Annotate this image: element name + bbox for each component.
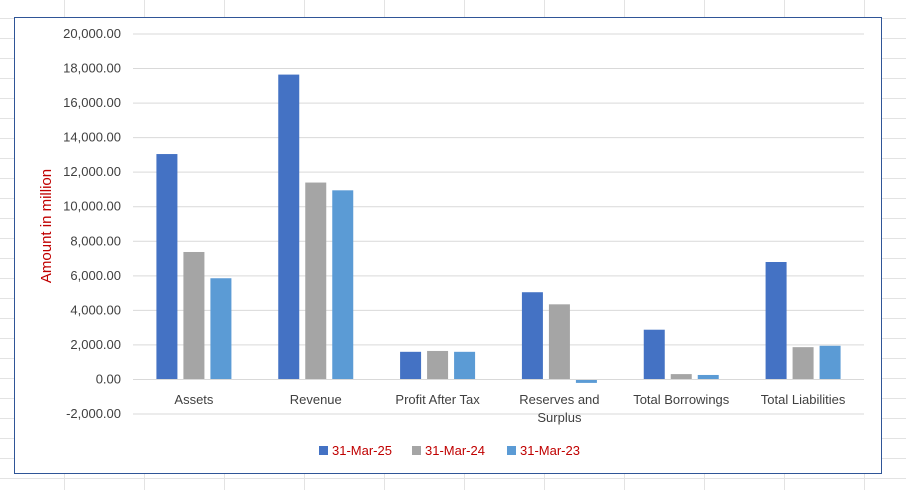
bar[interactable] <box>332 190 354 380</box>
bar[interactable] <box>305 182 327 380</box>
y-tick-label: 6,000.00 <box>70 268 121 283</box>
y-tick-label: 10,000.00 <box>63 199 121 214</box>
y-tick-label: 14,000.00 <box>63 130 121 145</box>
x-category-label: Total Borrowings <box>633 392 730 407</box>
bar[interactable] <box>643 329 665 380</box>
y-tick-label: 12,000.00 <box>63 164 121 179</box>
legend-swatch <box>507 446 516 455</box>
y-tick-label: 20,000.00 <box>63 26 121 41</box>
legend-item[interactable]: 31-Mar-25 <box>319 443 392 458</box>
legend-swatch <box>412 446 421 455</box>
bar[interactable] <box>278 74 300 380</box>
x-category-label-line: Profit After Tax <box>395 392 480 407</box>
legend-label: 31-Mar-25 <box>332 443 392 458</box>
bars <box>156 74 841 383</box>
y-tick-label: 4,000.00 <box>70 302 121 317</box>
x-axis-categories: Assets Revenue Profit After Tax Reserves an… <box>174 392 845 425</box>
bar[interactable] <box>521 292 543 380</box>
bar[interactable] <box>454 351 476 380</box>
legend-swatch <box>319 446 328 455</box>
bar[interactable] <box>575 379 597 383</box>
legend-item[interactable]: 31-Mar-23 <box>507 443 580 458</box>
legend-label: 31-Mar-23 <box>520 443 580 458</box>
bar[interactable] <box>697 374 719 380</box>
y-tick-label: 16,000.00 <box>63 95 121 110</box>
bar[interactable] <box>765 262 787 380</box>
x-category-label: Total Liabilities <box>761 392 846 407</box>
x-category-label-line: Total Borrowings <box>633 392 730 407</box>
x-category-label: Reserves and Surplus <box>519 392 599 425</box>
legend-item[interactable]: 31-Mar-24 <box>412 443 485 458</box>
y-tick-label: 8,000.00 <box>70 233 121 248</box>
y-axis-title: Amount in million <box>38 169 55 283</box>
x-category-label: Profit After Tax <box>395 392 480 407</box>
x-category-label-line: Revenue <box>290 392 342 407</box>
x-category-label-line: Surplus <box>537 410 582 425</box>
bar[interactable] <box>792 347 814 380</box>
bar[interactable] <box>183 251 205 380</box>
y-tick-label: 2,000.00 <box>70 337 121 352</box>
x-category-label-line: Reserves and <box>519 392 599 407</box>
gridlines <box>133 33 864 415</box>
x-category-label-line: Assets <box>174 392 214 407</box>
x-category-label-line: Total Liabilities <box>761 392 846 407</box>
bar[interactable] <box>427 350 449 380</box>
legend[interactable]: 31-Mar-25 31-Mar-24 31-Mar-23 <box>319 443 580 458</box>
x-category-label: Assets <box>174 392 214 407</box>
y-tick-label: 0.00 <box>96 371 121 386</box>
y-axis-ticks: -2,000.00 0.00 2,000.00 4,000.00 6,000.00 8,0… <box>63 26 121 421</box>
bar[interactable] <box>819 345 841 380</box>
x-category-label: Revenue <box>290 392 342 407</box>
bar[interactable] <box>210 278 232 380</box>
bar[interactable] <box>156 154 178 380</box>
legend-label: 31-Mar-24 <box>425 443 485 458</box>
y-tick-label: 18,000.00 <box>63 61 121 76</box>
bar[interactable] <box>670 374 692 380</box>
bar[interactable] <box>548 304 570 380</box>
y-tick-label: -2,000.00 <box>66 406 121 421</box>
bar[interactable] <box>400 351 422 380</box>
